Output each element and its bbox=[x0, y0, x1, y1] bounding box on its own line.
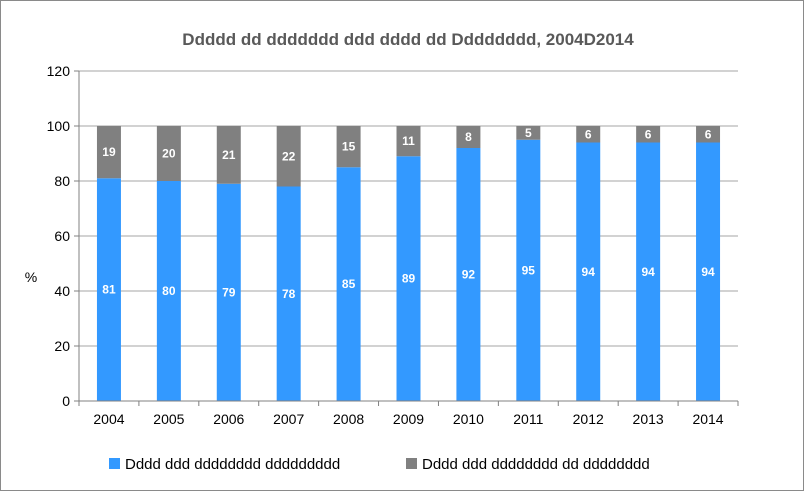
data-label: 19 bbox=[102, 145, 116, 159]
y-tick-label: 20 bbox=[54, 338, 70, 354]
data-label: 20 bbox=[162, 147, 176, 161]
bars bbox=[96, 126, 721, 401]
x-tick-label: 2013 bbox=[633, 411, 664, 427]
x-tick-label: 2012 bbox=[573, 411, 604, 427]
bar-segment-series-1 bbox=[156, 181, 181, 401]
bar-segment-series-1 bbox=[336, 167, 361, 401]
y-tick-label: 0 bbox=[62, 393, 70, 409]
bar-segment-series-1 bbox=[96, 178, 121, 401]
legend-label: Dddd ddd dddddddd dd dddddddd bbox=[422, 456, 650, 473]
x-tick-label: 2005 bbox=[153, 411, 184, 427]
x-tick-label: 2006 bbox=[213, 411, 244, 427]
bar-segment-series-2 bbox=[216, 126, 241, 184]
bar-segment-series-1 bbox=[456, 148, 481, 401]
y-tick-label: 40 bbox=[54, 283, 70, 299]
data-label: 22 bbox=[282, 149, 296, 163]
x-tick-label: 2009 bbox=[393, 411, 424, 427]
data-labels: 81 19 80 20 79 21 78 22 85 15 89 11 92 8 95 5 94 6 94 6 94 6 bbox=[102, 126, 715, 301]
data-label: 89 bbox=[402, 272, 416, 286]
data-label: 94 bbox=[582, 265, 596, 279]
data-label: 95 bbox=[522, 263, 536, 277]
data-label: 94 bbox=[641, 265, 655, 279]
chart-title: Ddddd dd ddddddd ddd dddd dd Dddddddd, 2… bbox=[182, 30, 634, 49]
bar-segment-series-2 bbox=[516, 126, 541, 140]
bar-segment-series-2 bbox=[456, 126, 481, 148]
bar-segment-series-1 bbox=[576, 142, 601, 401]
data-label: 6 bbox=[645, 127, 652, 141]
legend: Dddd ddd dddddddd ddddddddd Dddd ddd dddd… bbox=[109, 456, 650, 473]
x-tick-label: 2011 bbox=[513, 411, 543, 427]
y-tick-label: 100 bbox=[47, 118, 71, 134]
data-label: 78 bbox=[282, 287, 296, 301]
bar-segment-series-2 bbox=[636, 126, 661, 143]
bar-segment-series-1 bbox=[696, 142, 721, 401]
y-axis-label: % bbox=[25, 269, 37, 285]
bar-segment-series-2 bbox=[696, 126, 721, 143]
axes bbox=[74, 70, 739, 406]
bar-segment-series-2 bbox=[96, 126, 121, 179]
data-label: 21 bbox=[222, 148, 236, 162]
data-label: 8 bbox=[465, 130, 472, 144]
data-label: 92 bbox=[462, 268, 476, 282]
bar-segment-series-1 bbox=[396, 156, 421, 401]
legend-label: Dddd ddd dddddddd ddddddddd bbox=[125, 456, 340, 473]
legend-swatch bbox=[406, 458, 417, 469]
legend-swatch bbox=[109, 458, 120, 469]
x-tick-label: 2008 bbox=[333, 411, 364, 427]
bar-segment-series-2 bbox=[576, 126, 601, 143]
data-label: 80 bbox=[162, 284, 176, 298]
data-label: 6 bbox=[585, 127, 592, 141]
x-tick-labels: 2004 2005 2006 2007 2008 2009 2010 2011 2012 2013… bbox=[93, 411, 723, 427]
x-tick-label: 2010 bbox=[453, 411, 484, 427]
bar-segment-series-2 bbox=[156, 126, 181, 181]
data-label: 81 bbox=[102, 283, 116, 297]
y-tick-label: 120 bbox=[47, 63, 71, 79]
data-label: 94 bbox=[701, 265, 715, 279]
bar-segment-series-1 bbox=[216, 183, 241, 401]
x-tick-label: 2004 bbox=[93, 411, 124, 427]
bar-segment-series-2 bbox=[396, 126, 421, 157]
x-tick-label: 2007 bbox=[273, 411, 304, 427]
bar-segment-series-1 bbox=[636, 142, 661, 401]
y-tick-labels: 0 20 40 60 80 100 120 bbox=[47, 63, 71, 409]
x-tick-label: 2014 bbox=[692, 411, 723, 427]
y-tick-label: 60 bbox=[54, 228, 70, 244]
bar-segment-series-1 bbox=[516, 139, 541, 401]
data-label: 11 bbox=[402, 134, 415, 148]
bar-segment-series-2 bbox=[336, 126, 361, 168]
bar-segment-series-1 bbox=[276, 186, 301, 401]
y-tick-label: 80 bbox=[54, 173, 70, 189]
bar-segment-series-2 bbox=[276, 126, 301, 187]
data-label: 79 bbox=[222, 285, 236, 299]
data-label: 5 bbox=[525, 126, 532, 140]
data-label: 15 bbox=[342, 140, 356, 154]
data-label: 85 bbox=[342, 277, 356, 291]
data-label: 6 bbox=[705, 127, 712, 141]
